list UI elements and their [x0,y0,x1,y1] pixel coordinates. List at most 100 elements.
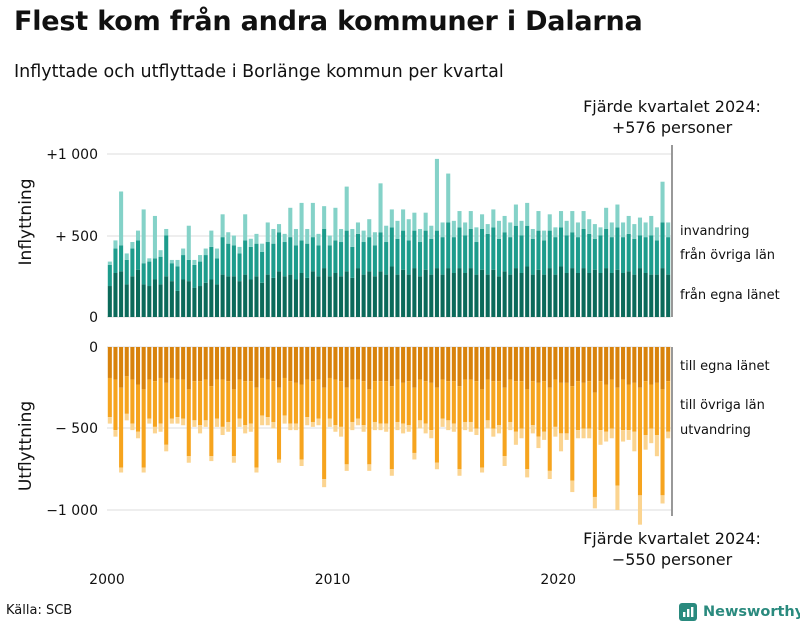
bar-out-1 [248,381,253,424]
bar-in-0 [417,276,423,317]
bar-out-0 [530,347,535,382]
bar-out-2 [609,428,614,439]
bar-out-2 [288,423,293,431]
bar-in-1 [226,243,231,277]
bar-out-2 [457,469,462,476]
bar-out-0 [305,347,310,380]
bar-in-1 [288,237,293,275]
bar-in-0 [513,268,518,317]
bar-out-1 [333,379,338,426]
bar-out-1 [113,379,118,431]
bar-out-1 [496,381,502,426]
bar-in-0 [553,274,558,317]
bar-in-2 [434,158,439,231]
bar-in-1 [243,240,248,275]
bar-out-0 [271,347,276,382]
bar-in-0 [615,269,620,317]
bar-out-2 [519,428,524,439]
bar-out-0 [513,347,518,382]
bar-out-1 [367,389,372,465]
bar-in-1 [186,259,191,282]
bar-out-0 [389,347,394,387]
bar-in-2 [254,233,259,244]
bar-out-0 [186,347,191,390]
bar-out-2 [604,431,609,442]
y-tick-label: 0 [89,310,98,326]
bar-out-1 [474,381,479,429]
bar-out-1 [525,389,530,470]
bar-in-2 [260,243,265,252]
bar-out-1 [434,387,439,463]
bar-out-1 [339,381,344,427]
bar-out-2 [485,420,490,429]
bar-in-0 [389,266,394,317]
bar-out-0 [480,347,485,390]
bar-in-0 [271,277,276,317]
annotation-bottom-line2: −550 personer [611,550,733,569]
bar-out-2 [417,420,423,429]
bar-in-1 [401,230,406,270]
bar-in-2 [637,217,643,236]
bar-out-0 [637,347,643,388]
bar-out-0 [525,347,530,390]
bar-out-1 [372,381,377,422]
bar-in-2 [592,224,597,239]
bar-out-0 [350,347,355,380]
bar-out-1 [598,381,603,431]
bar-in-2 [575,222,580,238]
bar-in-2 [203,248,208,256]
bar-out-1 [141,389,146,468]
bar-in-2 [395,220,400,239]
series-label: utvandring [680,423,751,438]
bar-in-2 [175,259,180,267]
bar-in-2 [530,228,535,239]
bar-in-0 [474,274,479,317]
bar-out-1 [209,386,214,457]
bar-out-2 [135,431,141,439]
bar-out-2 [496,425,502,434]
bar-out-2 [598,430,603,445]
bar-out-1 [621,379,626,431]
series-label: invandring [680,224,749,239]
bar-out-1 [513,381,518,432]
bar-out-2 [299,459,304,466]
bar-out-0 [327,347,332,378]
bar-out-0 [339,347,344,382]
bar-out-0 [248,347,253,382]
bar-in-0 [451,272,456,317]
bar-out-1 [231,389,236,457]
chart-subtitle: Inflyttade och utflyttade i Borlänge kom… [14,62,504,82]
bar-out-0 [203,347,208,380]
bar-out-0 [344,347,349,388]
x-tick-label: 2020 [540,572,576,588]
bar-out-1 [643,381,648,436]
bar-in-0 [643,272,648,317]
bar-out-0 [558,347,564,383]
bar-out-2 [446,420,451,431]
bar-in-0 [429,274,434,317]
bar-in-1 [570,232,575,269]
bar-out-0 [130,347,135,380]
bar-out-0 [451,347,456,382]
bar-out-1 [175,379,180,418]
bar-out-2 [474,428,479,436]
bar-in-1 [248,246,253,280]
bar-out-1 [626,384,631,431]
bar-out-0 [542,347,547,382]
x-tick-label: 2000 [89,572,125,588]
bar-out-0 [496,347,502,382]
bar-in-2 [299,202,304,241]
bar-out-2 [649,428,654,444]
bar-out-1 [564,382,569,434]
bar-in-2 [152,215,157,259]
bar-out-2 [271,421,276,429]
bar-in-2 [119,191,124,246]
bar-in-1 [119,245,124,272]
bar-out-2 [130,423,135,431]
bar-in-2 [508,222,513,238]
bar-out-2 [243,425,248,434]
bar-in-1 [406,240,411,275]
bar-out-0 [372,347,377,382]
bar-in-1 [181,255,186,280]
